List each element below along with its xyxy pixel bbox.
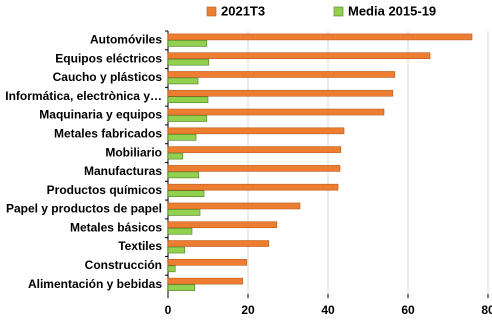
bar bbox=[167, 202, 301, 210]
y-tick-label: Alimentación y bebidas bbox=[28, 277, 162, 291]
y-tick-label: Metales básicos bbox=[70, 220, 162, 234]
y-tick-label: Manufacturas bbox=[84, 164, 162, 178]
y-tick-label: Automóviles bbox=[90, 33, 162, 47]
bar bbox=[167, 246, 186, 254]
legend-label: 2021T3 bbox=[221, 3, 265, 18]
bar bbox=[167, 89, 394, 97]
bar bbox=[167, 71, 396, 78]
bar bbox=[167, 33, 473, 41]
y-tick-label: Informática, electrònica y… bbox=[5, 89, 162, 103]
bar bbox=[167, 209, 201, 216]
x-tick-label: 0 bbox=[165, 303, 172, 317]
y-tick-label: Metales fabricados bbox=[54, 126, 162, 140]
y-tick-label: Construcción bbox=[85, 258, 162, 272]
y-tick-label: Productos químicos bbox=[47, 183, 163, 197]
bar bbox=[167, 259, 248, 266]
bar bbox=[167, 96, 209, 104]
bar bbox=[167, 134, 197, 141]
bar bbox=[167, 77, 199, 85]
y-tick-label: Papel y productos de papel bbox=[6, 202, 162, 216]
bar bbox=[167, 40, 208, 47]
x-tick-label: 40 bbox=[321, 303, 335, 317]
bar bbox=[167, 240, 270, 247]
y-tick-label: Mobiliario bbox=[105, 145, 162, 159]
x-tick-label: 80 bbox=[481, 303, 492, 317]
legend-swatch bbox=[206, 6, 217, 17]
y-tick-label: Maquinaria y equipos bbox=[39, 108, 162, 122]
bar bbox=[167, 190, 205, 197]
bar bbox=[167, 227, 193, 235]
bar bbox=[167, 171, 200, 179]
bar bbox=[167, 152, 184, 160]
bar bbox=[167, 165, 341, 172]
y-tick-label: Equipos eléctricos bbox=[55, 51, 162, 65]
bar bbox=[167, 127, 345, 135]
bar bbox=[167, 265, 176, 273]
bar bbox=[167, 284, 196, 291]
bar bbox=[167, 146, 342, 153]
legend-label: Media 2015-19 bbox=[348, 3, 436, 18]
bar bbox=[167, 115, 208, 122]
bar bbox=[167, 52, 431, 59]
y-tick-label: Caucho y plásticos bbox=[53, 70, 163, 84]
bar bbox=[167, 58, 210, 66]
bar bbox=[167, 221, 278, 229]
y-tick-label: Textiles bbox=[118, 239, 162, 253]
bar bbox=[167, 183, 339, 191]
legend-swatch bbox=[333, 6, 344, 17]
x-tick-label: 60 bbox=[401, 303, 415, 317]
bar bbox=[167, 277, 244, 285]
bar bbox=[167, 108, 385, 116]
x-tick-label: 20 bbox=[241, 303, 255, 317]
